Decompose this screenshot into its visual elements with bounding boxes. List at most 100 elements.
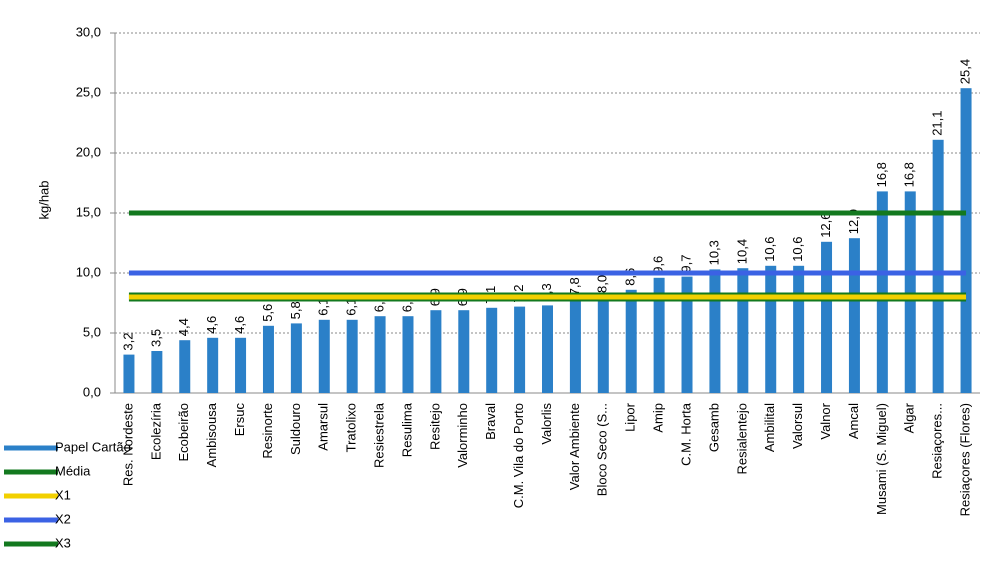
bar <box>625 289 637 393</box>
bar <box>374 316 386 393</box>
data-label: 12,6 <box>818 212 833 237</box>
x-tick-label: Tratolixo <box>344 403 359 452</box>
bar <box>597 297 609 393</box>
y-tick-label: 25,0 <box>76 84 101 99</box>
data-label: 6,1 <box>344 298 359 316</box>
bar <box>486 307 498 393</box>
data-label: 3,5 <box>148 329 163 347</box>
bar <box>179 340 191 393</box>
x-tick-label: Valorsul <box>790 403 805 449</box>
bar <box>653 277 665 393</box>
y-tick-label: 30,0 <box>76 24 101 39</box>
bar <box>235 337 247 393</box>
data-label: 21,1 <box>930 110 945 135</box>
legend-label: Média <box>55 463 91 478</box>
legend-label: X1 <box>55 487 71 502</box>
data-label: 4,4 <box>176 318 191 336</box>
legend <box>4 445 58 547</box>
bar <box>960 88 972 393</box>
bar <box>151 351 163 393</box>
y-tick-label: 5,0 <box>83 324 101 339</box>
data-label: 8,6 <box>623 268 638 286</box>
x-tick-label: Amcal <box>846 403 861 439</box>
data-label: 16,8 <box>874 162 889 187</box>
data-label: 8,0 <box>595 275 610 293</box>
x-tick-label: Valor Ambiente <box>567 403 582 490</box>
data-label: 7,8 <box>567 277 582 295</box>
x-tick-label: Suldouro <box>288 403 303 455</box>
x-tick-label: Ersuc <box>232 403 247 437</box>
x-tick-label: Braval <box>483 403 498 440</box>
x-tick-label: Ecobeirão <box>176 403 191 462</box>
x-tick-label: Resulima <box>399 402 414 457</box>
y-tick-label: 15,0 <box>76 204 101 219</box>
data-label: 9,6 <box>651 256 666 274</box>
data-label: 5,6 <box>260 304 275 322</box>
bar <box>709 269 721 393</box>
data-label: 16,8 <box>902 162 917 187</box>
x-tick-label: Resinorte <box>260 403 275 459</box>
bar <box>514 306 526 393</box>
data-label: 5,8 <box>288 301 303 319</box>
x-tick-label: Bloco Seco (S... <box>595 403 610 496</box>
x-tick-label: C.M. Vila do Porto <box>511 403 526 508</box>
data-label: 3,2 <box>120 333 135 351</box>
bar <box>123 354 135 393</box>
bar <box>848 238 860 393</box>
x-tick-label: Amip <box>651 403 666 433</box>
bar <box>821 241 833 393</box>
data-label: 4,6 <box>204 316 219 334</box>
bar <box>402 316 414 393</box>
x-tick-label: Lipor <box>623 402 638 432</box>
x-tick-label: Ambisousa <box>204 402 219 467</box>
bar <box>290 323 302 393</box>
x-tick-label: Algar <box>902 402 917 433</box>
bar <box>681 276 693 393</box>
x-tick-label: Resiaçores... <box>930 403 945 479</box>
y-tick-label: 10,0 <box>76 264 101 279</box>
bar <box>430 310 442 393</box>
x-tick-label: Amarsul <box>316 403 331 451</box>
x-tick-label: Res. Nordeste <box>120 403 135 486</box>
bar <box>904 191 916 393</box>
data-label: 10,6 <box>790 236 805 261</box>
y-tick-label: 0,0 <box>83 384 101 399</box>
x-tick-label: Resitejo <box>427 403 442 450</box>
data-label: 9,7 <box>678 255 693 273</box>
bar <box>765 265 777 393</box>
data-label: 25,4 <box>957 59 972 84</box>
bar <box>458 310 470 393</box>
legend-label: X2 <box>55 511 71 526</box>
bar <box>932 139 944 393</box>
bar <box>542 305 553 393</box>
bar <box>793 265 805 393</box>
data-label: 10,4 <box>734 239 749 264</box>
x-tick-label: C.M. Horta <box>678 402 693 466</box>
bar <box>569 299 581 393</box>
y-axis-title: kg/hab <box>36 180 51 219</box>
x-tick-label: Resiaçores (Flores) <box>957 403 972 516</box>
x-tick-label: Valnor <box>818 402 833 439</box>
x-tick-label: Valorlis <box>539 403 554 445</box>
x-tick-label: Ecolezíria <box>148 402 163 460</box>
x-tick-label: Resialentejo <box>734 403 749 475</box>
x-tick-label: Ambilital <box>762 403 777 452</box>
y-tick-label: 20,0 <box>76 144 101 159</box>
bar <box>346 319 358 393</box>
x-tick-label: Valorminho <box>455 403 470 468</box>
bar <box>318 319 330 393</box>
x-tick-label: Resiestrela <box>372 402 387 468</box>
bar <box>207 337 219 393</box>
legend-label: X3 <box>55 535 71 550</box>
data-label: 10,6 <box>762 236 777 261</box>
data-label: 4,6 <box>232 316 247 334</box>
x-tick-label: Gesamb <box>706 403 721 452</box>
bar <box>876 191 888 393</box>
bar <box>737 268 749 393</box>
data-label: 6,1 <box>316 298 331 316</box>
legend-label: Papel Cartão <box>55 439 131 454</box>
x-tick-label: Musami (S. Miguel) <box>874 403 889 515</box>
bar <box>262 325 274 393</box>
data-label: 10,3 <box>706 240 721 265</box>
